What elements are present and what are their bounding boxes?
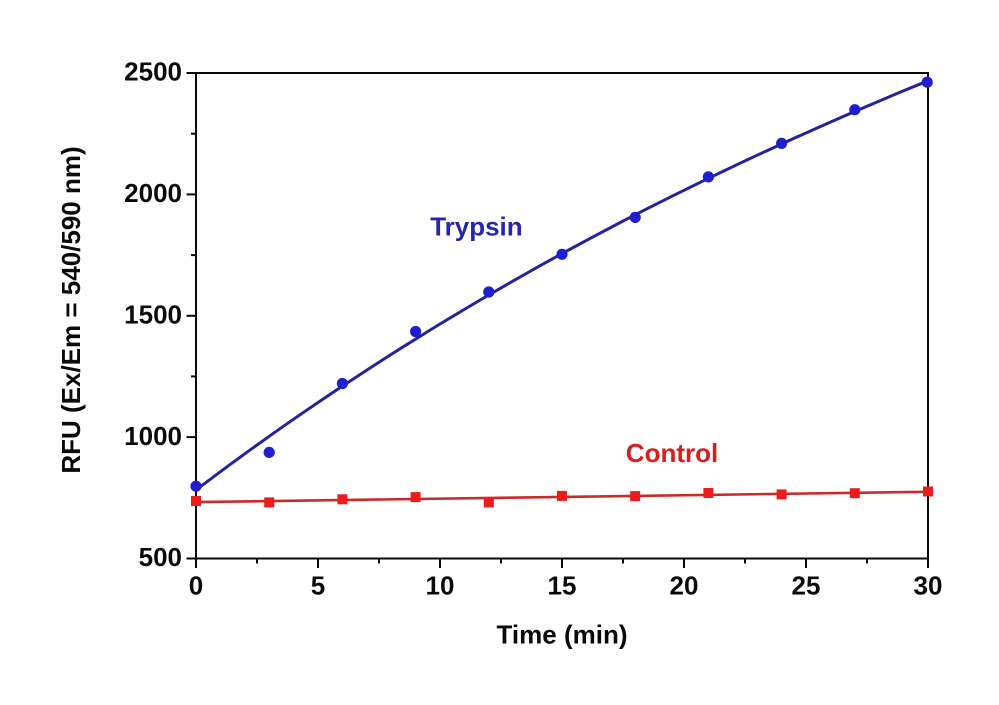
- svg-text:RFU (Ex/Em = 540/590 nm): RFU (Ex/Em = 540/590 nm): [56, 146, 86, 473]
- svg-text:2500: 2500: [124, 57, 182, 87]
- svg-text:Trypsin: Trypsin: [430, 212, 522, 242]
- svg-text:1500: 1500: [124, 300, 182, 330]
- svg-text:Time (min): Time (min): [497, 619, 628, 649]
- svg-text:2000: 2000: [124, 178, 182, 208]
- svg-text:1000: 1000: [124, 421, 182, 451]
- svg-text:15: 15: [548, 571, 577, 601]
- svg-text:5: 5: [311, 571, 325, 601]
- svg-text:500: 500: [139, 542, 182, 572]
- svg-text:25: 25: [792, 571, 821, 601]
- svg-text:0: 0: [189, 571, 203, 601]
- svg-text:10: 10: [426, 571, 455, 601]
- svg-text:30: 30: [914, 571, 943, 601]
- svg-text:20: 20: [670, 571, 699, 601]
- svg-text:Control: Control: [626, 438, 718, 468]
